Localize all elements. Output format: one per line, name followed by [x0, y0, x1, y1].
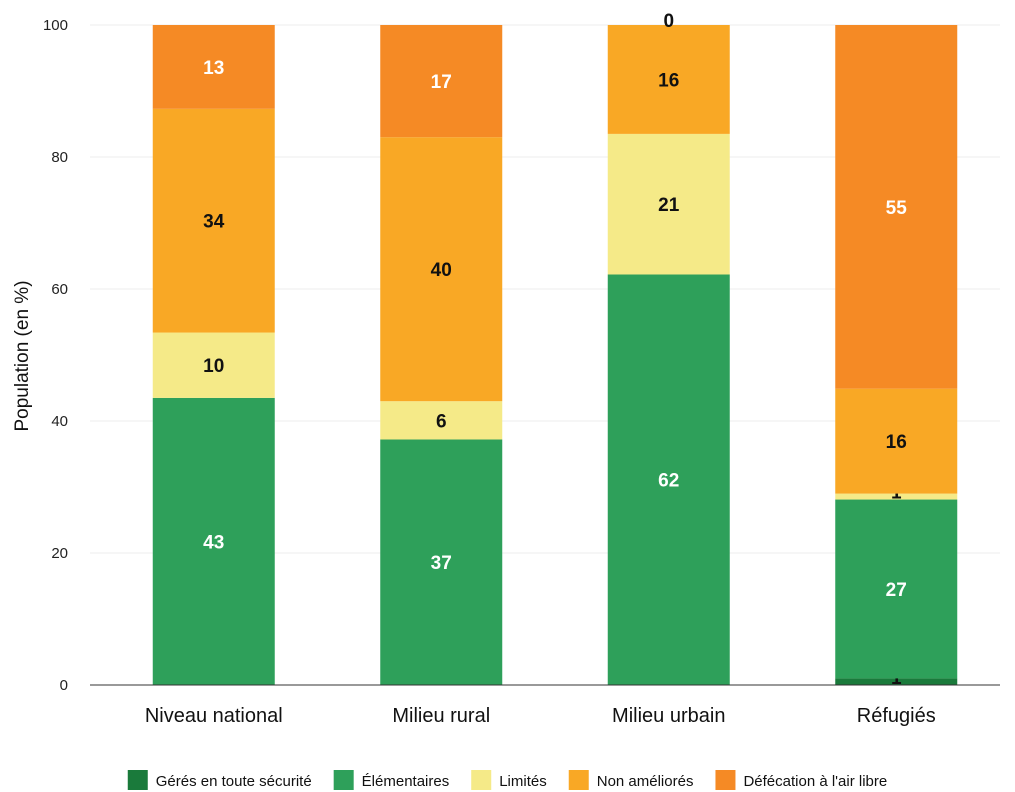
x-category-label: Milieu rural — [392, 705, 490, 727]
data-label: 55 — [886, 198, 908, 219]
legend-swatch — [333, 770, 354, 790]
bar-segment — [607, 274, 730, 685]
data-label: 27 — [886, 580, 907, 601]
legend-item: Gérés en toute sécurité — [127, 770, 312, 790]
bar-segment — [380, 401, 503, 440]
data-label: 43 — [203, 532, 224, 553]
data-label: 16 — [658, 70, 679, 91]
data-label: 16 — [886, 432, 907, 453]
legend-item: Défécation à l'air libre — [715, 770, 887, 790]
legend-label: Gérés en toute sécurité — [156, 773, 312, 790]
data-label: 21 — [658, 195, 680, 216]
legend-item: Non améliorés — [568, 770, 694, 790]
legend-label: Limités — [499, 773, 547, 790]
legend-label: Élémentaires — [362, 773, 450, 790]
bar-segment — [835, 499, 958, 679]
legend-swatch — [568, 770, 589, 790]
data-label: 62 — [658, 471, 679, 492]
data-label: 34 — [203, 212, 225, 233]
bar-segment — [152, 25, 275, 109]
x-category-label: Milieu urbain — [612, 705, 725, 727]
bar-segment — [380, 137, 503, 402]
bar-segment — [152, 397, 275, 685]
data-label: 37 — [431, 553, 452, 574]
data-label: 0 — [663, 11, 674, 32]
legend-swatch — [127, 770, 148, 790]
bar-segment — [835, 25, 958, 389]
legend-item: Limités — [471, 770, 547, 790]
data-label: 40 — [431, 260, 452, 281]
data-label: 13 — [203, 58, 224, 79]
x-category-label: Niveau national — [145, 705, 283, 727]
bar-segment — [152, 108, 275, 333]
category-labels: Niveau national Milieu rural Milieu urbain… — [145, 705, 936, 727]
bar-segment — [152, 332, 275, 398]
legend: Gérés en toute sécurité Élémentaires Limit… — [127, 770, 887, 790]
bar-segment — [380, 439, 503, 685]
bar-segment — [835, 388, 958, 494]
legend-swatch — [471, 770, 492, 790]
y-axis-ticks: 0 20 40 60 80 100 — [43, 17, 68, 694]
y-axis-label: Population (en %) — [12, 280, 33, 431]
legend-label: Non améliorés — [597, 773, 694, 790]
y-tick-label: 60 — [51, 281, 68, 298]
y-tick-label: 0 — [60, 677, 68, 694]
bar-segment — [835, 678, 958, 685]
bar-segment — [607, 25, 730, 134]
data-label: 17 — [431, 72, 452, 93]
bar-segment — [835, 493, 958, 500]
data-label: 6 — [436, 411, 447, 432]
y-tick-label: 100 — [43, 17, 68, 34]
bar-segment — [380, 25, 503, 138]
y-tick-label: 80 — [51, 149, 68, 166]
bar-segment — [607, 133, 730, 275]
y-tick-label: 20 — [51, 545, 68, 562]
legend-item: Élémentaires — [333, 770, 450, 790]
legend-label: Défécation à l'air libre — [743, 773, 887, 790]
legend-swatch — [715, 770, 736, 790]
data-label: 1 — [891, 668, 902, 689]
y-tick-label: 40 — [51, 413, 68, 430]
bars: 431034133764017622116012711655 — [152, 11, 958, 689]
x-category-label: Réfugiés — [857, 705, 936, 727]
data-label: 10 — [203, 356, 224, 377]
